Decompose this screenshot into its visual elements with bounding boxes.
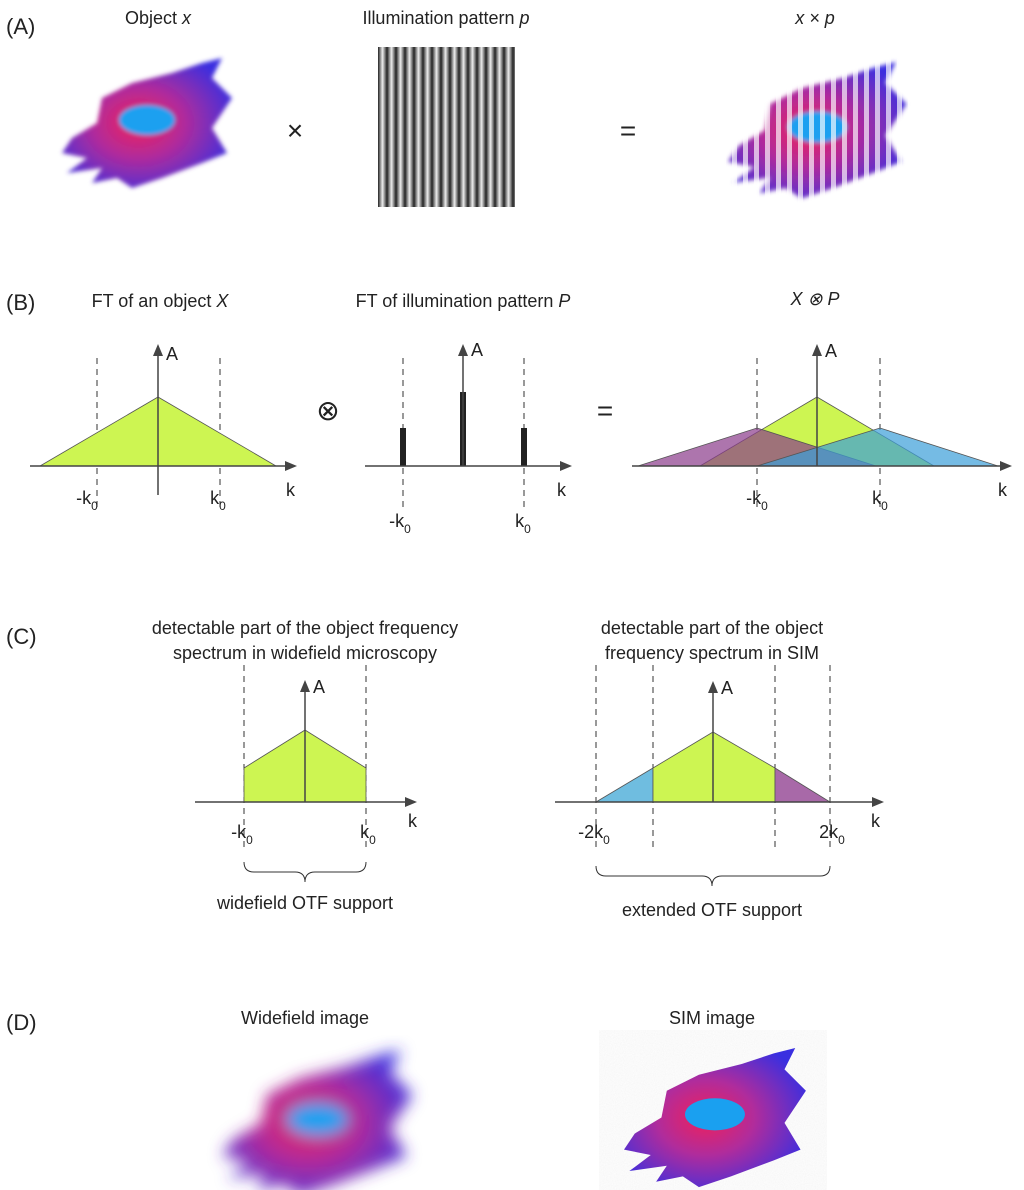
label: FT of illumination pattern (356, 291, 554, 311)
label: k (286, 480, 296, 500)
label: x (181, 8, 192, 28)
panel-label: (A) (6, 14, 35, 39)
plot-ft-pattern: A k -k0 k0 (365, 340, 572, 536)
sim-title: frequency spectrum in SIM (605, 643, 819, 663)
shape (285, 461, 297, 471)
label: 0 (838, 833, 845, 847)
illumination-pattern (378, 47, 515, 207)
label: 0 (404, 522, 411, 536)
label: -2k (578, 822, 604, 842)
shape: k0 (360, 822, 376, 847)
widefield-title: detectable part of the object frequency (152, 618, 458, 638)
label: k (408, 811, 418, 831)
panel-label: (C) (6, 624, 37, 649)
shape (458, 344, 468, 356)
equals-operator: = (620, 115, 636, 146)
label: FT of an object (92, 291, 212, 311)
shape (775, 768, 830, 802)
shape (653, 732, 775, 802)
shape (728, 62, 907, 199)
shape: -k0 (76, 488, 98, 513)
label: k (557, 480, 567, 500)
shape (244, 862, 366, 882)
object-cell (62, 58, 232, 188)
equals-operator: = (597, 395, 613, 426)
label: k (871, 811, 881, 831)
shape (521, 428, 527, 466)
label: A (825, 341, 837, 361)
label: 0 (369, 833, 376, 847)
widefield-title: spectrum in widefield microscopy (173, 643, 437, 663)
label: p (519, 8, 530, 28)
plot-convolution: A k -k0 k0 (632, 341, 1012, 513)
plot-sim-otf: A k -2k0 2k0 extended OTF support (555, 665, 884, 920)
plot-widefield-otf: A k -k0 k0 widefield OTF support (195, 665, 418, 913)
widefield-image (222, 1050, 412, 1190)
times-operator: × (287, 115, 303, 146)
shape: -k0 (389, 511, 411, 536)
label: A (313, 677, 325, 697)
label: 0 (603, 833, 610, 847)
label: X (215, 291, 229, 311)
product-title: x × p (794, 8, 835, 28)
label: 0 (246, 833, 253, 847)
label: -k (231, 822, 247, 842)
sim-image-title: SIM image (669, 1008, 755, 1028)
label: Illumination pattern (362, 8, 514, 28)
shape: -k0 (231, 822, 253, 847)
label: 0 (91, 499, 98, 513)
shape (405, 797, 417, 807)
label: 0 (761, 499, 768, 513)
label: -k (389, 511, 405, 531)
label: A (721, 678, 733, 698)
shape: k0 (515, 511, 531, 536)
shape (812, 344, 822, 356)
label: A (471, 340, 483, 360)
label: 0 (219, 499, 226, 513)
panel-label: (D) (6, 1010, 37, 1035)
shape (596, 768, 653, 802)
shape (560, 461, 572, 471)
shape (1000, 461, 1012, 471)
shape: k0 (210, 488, 226, 513)
shape (400, 428, 406, 466)
shape: 2k0 (819, 822, 845, 847)
figure: (A) Objectx Illumination patternp x × p … (0, 0, 1024, 1190)
label: k (998, 480, 1008, 500)
shape: -k0 (746, 488, 768, 513)
plot-ft-object: A k -k0 k0 (30, 344, 297, 513)
convolution-title: X ⊗ P (789, 289, 839, 309)
shape (153, 344, 163, 356)
label: A (166, 344, 178, 364)
label: -k (76, 488, 92, 508)
shape (300, 680, 310, 692)
label: 0 (881, 499, 888, 513)
shape: -2k0 (578, 822, 610, 847)
label: 0 (524, 522, 531, 536)
shape (596, 866, 830, 886)
label: extended OTF support (622, 900, 802, 920)
label: -k (746, 488, 762, 508)
label: widefield OTF support (216, 893, 393, 913)
label: Object (125, 8, 177, 28)
product-cell (728, 62, 907, 199)
label: P (558, 291, 570, 311)
shape: k0 (872, 488, 888, 513)
shape (872, 797, 884, 807)
shape (708, 681, 718, 693)
panel-label: (B) (6, 290, 35, 315)
label: 2k (819, 822, 839, 842)
sim-title: detectable part of the object (601, 618, 823, 638)
widefield-image-title: Widefield image (241, 1008, 369, 1028)
convolve-operator: ⊗ (316, 395, 339, 426)
